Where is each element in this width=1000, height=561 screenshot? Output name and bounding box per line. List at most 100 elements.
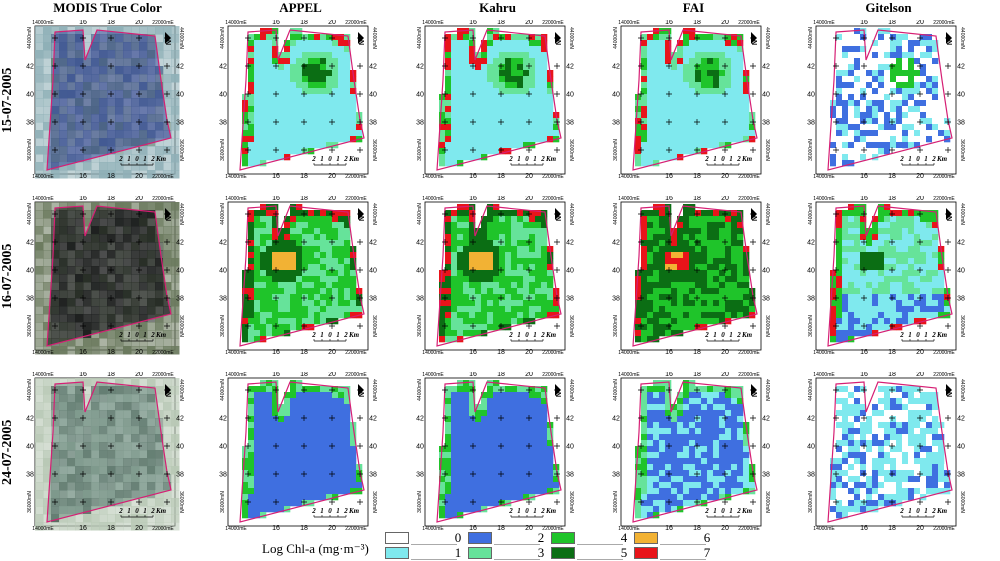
scale-unit: Km xyxy=(741,331,753,339)
y-tick-label: 42 xyxy=(176,416,184,423)
y-tick-label: 36000mN xyxy=(417,491,423,513)
scale-tick-label: 2 xyxy=(736,507,741,515)
scale-tick-label: 2 xyxy=(150,507,155,515)
x-tick-label: 16 xyxy=(469,20,477,26)
y-tick-label: 42 xyxy=(176,64,184,71)
x-tick-label: 20 xyxy=(916,196,924,202)
legend-leader-line xyxy=(660,544,706,545)
legend-swatch-1 xyxy=(385,547,409,559)
x-tick-label: 14000mE xyxy=(32,526,54,532)
scale-tick-label: 1 xyxy=(517,155,521,163)
y-tick-label: 44000mN xyxy=(568,203,574,225)
x-tick-label: 14000mE xyxy=(618,20,640,26)
x-tick-label: 14000mE xyxy=(225,372,247,378)
x-tick-label: 16 xyxy=(665,20,673,26)
x-tick-label: 22000mE xyxy=(738,372,760,378)
x-tick-label: 22000mE xyxy=(542,20,564,26)
x-tick-label: 18 xyxy=(107,372,115,378)
x-tick-label: 16 xyxy=(79,349,87,356)
column-title-fai: FAI xyxy=(682,0,705,15)
scale-bar: 2 1 0 1 2 Km xyxy=(704,331,753,342)
x-tick-label: 16 xyxy=(79,173,87,180)
y-tick-label: 36000mN xyxy=(178,315,184,337)
x-tick-label: 22000mE xyxy=(738,196,760,202)
lake-boundary xyxy=(632,205,758,347)
y-tick-label: 36000mN xyxy=(178,491,184,513)
scale-bar: 2 1 0 1 2 Km xyxy=(899,155,948,166)
y-tick-label: 42 xyxy=(566,416,574,423)
x-tick-label: 14000mE xyxy=(813,372,835,378)
scale-tick-label: 1 xyxy=(336,331,340,339)
north-arrow-icon xyxy=(946,384,952,396)
scale-tick-label: 2 xyxy=(704,507,709,515)
scale-tick-label: 1 xyxy=(908,331,912,339)
y-tick-label: 38 xyxy=(762,296,770,303)
scale-tick-label: 1 xyxy=(729,507,733,515)
north-arrow-icon xyxy=(358,32,364,44)
scale-tick-label: 2 xyxy=(311,331,316,339)
y-tick-label: 40 xyxy=(807,92,815,99)
scale-bar: 2 1 0 1 2 Km xyxy=(118,507,167,518)
x-tick-label: 16 xyxy=(272,372,280,378)
scale-tick-label: 2 xyxy=(899,155,904,163)
y-tick-label: 44000mN xyxy=(613,379,619,401)
x-tick-label: 20 xyxy=(721,349,729,356)
x-tick-label: 14000mE xyxy=(32,350,54,356)
y-tick-label: 42 xyxy=(219,240,227,247)
scale-tick-label: 0 xyxy=(916,507,920,515)
y-tick-label: 36000mN xyxy=(417,315,423,337)
x-tick-label: 20 xyxy=(525,349,533,356)
scale-tick-label: 1 xyxy=(713,507,717,515)
scale-bar: 2 1 0 1 2 Km xyxy=(704,155,753,166)
scale-tick-label: 2 xyxy=(118,507,123,515)
y-tick-label: 44000mN xyxy=(27,379,33,401)
scale-tick-label: 1 xyxy=(533,155,537,163)
x-tick-label: 18 xyxy=(888,20,896,26)
north-label: N xyxy=(554,40,561,45)
north-arrow-icon xyxy=(165,384,171,396)
scale-tick-label: 1 xyxy=(908,155,912,163)
y-tick-label: 42 xyxy=(176,240,184,247)
x-tick-label: 14000mE xyxy=(225,174,247,180)
legend-leader-line xyxy=(494,544,540,545)
y-tick-label: 40 xyxy=(219,92,227,99)
x-tick-label: 20 xyxy=(525,525,533,532)
north-label: N xyxy=(357,216,364,221)
x-tick-label: 22000mE xyxy=(933,174,955,180)
north-arrow-icon xyxy=(751,384,757,396)
lake-boundary xyxy=(239,381,365,523)
lake-boundary xyxy=(632,381,758,523)
x-tick-label: 16 xyxy=(860,196,868,202)
y-tick-label: 42 xyxy=(957,416,965,423)
x-tick-label: 22000mE xyxy=(152,350,174,356)
legend-value-2: 2 xyxy=(537,530,545,545)
x-tick-label: 20 xyxy=(916,525,924,532)
y-tick-label: 40 xyxy=(807,444,815,451)
y-tick-label: 42 xyxy=(762,416,770,423)
x-tick-label: 14000mE xyxy=(422,20,444,26)
column-title-gitelson: Gitelson xyxy=(865,0,912,15)
scale-tick-label: 2 xyxy=(311,507,316,515)
y-tick-label: 40 xyxy=(957,268,965,275)
y-tick-label: 38 xyxy=(219,296,227,303)
scale-unit: Km xyxy=(155,331,167,339)
map-panel-gitelson-1: 14000mE 14000mE 16 16 18 18 20 20 22000mE 22000mE… xyxy=(806,20,966,180)
x-tick-label: 22000mE xyxy=(152,20,174,26)
north-label: N xyxy=(945,216,952,221)
x-tick-label: 18 xyxy=(107,196,115,202)
x-tick-label: 16 xyxy=(272,196,280,202)
y-tick-label: 40 xyxy=(416,92,424,99)
y-tick-label: 42 xyxy=(566,240,574,247)
y-tick-label: 38 xyxy=(807,472,815,479)
y-tick-label: 38 xyxy=(416,296,424,303)
scale-tick-label: 1 xyxy=(517,507,521,515)
legend-value-7: 7 xyxy=(703,545,711,560)
scale-tick-label: 2 xyxy=(931,155,936,163)
y-tick-label: 44000mN xyxy=(959,27,965,49)
x-tick-label: 14000mE xyxy=(422,350,444,356)
x-tick-label: 20 xyxy=(916,372,924,378)
x-tick-label: 20 xyxy=(135,349,143,356)
x-tick-label: 20 xyxy=(135,20,143,26)
scale-tick-label: 2 xyxy=(343,331,348,339)
x-tick-label: 18 xyxy=(107,349,115,356)
